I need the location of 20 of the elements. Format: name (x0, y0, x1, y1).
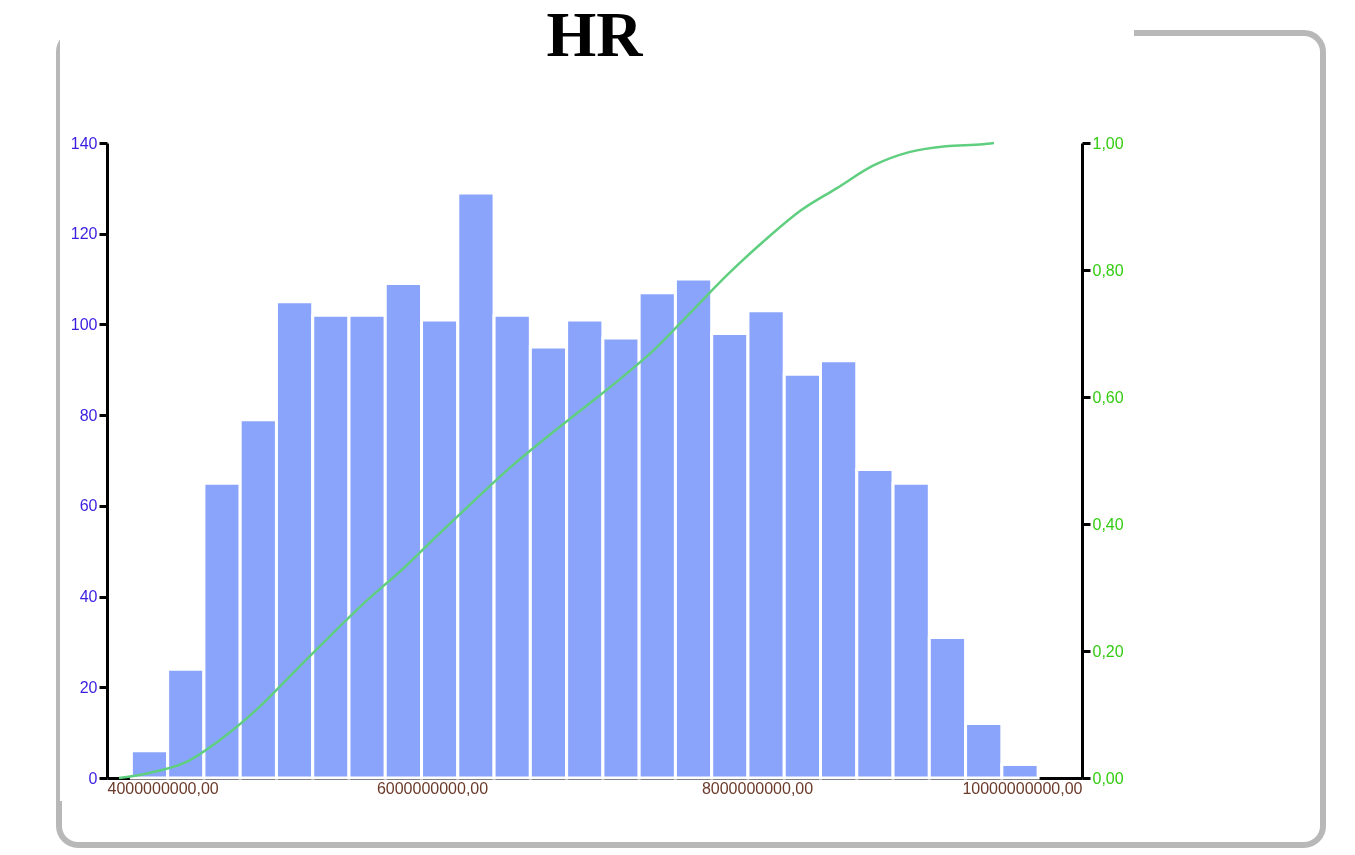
chart-title: HR (546, 0, 644, 70)
y-tick-label: 60 (79, 497, 98, 515)
y-tick-label: 0 (88, 769, 98, 787)
y-tick-label: 100 (70, 315, 98, 333)
y2-tick-label: 0,80 (1092, 261, 1124, 279)
y-tick-label: 80 (79, 406, 98, 424)
y-tick-label: 140 (70, 134, 98, 152)
line-series (117, 141, 996, 780)
y-tick-label: 40 (79, 588, 98, 606)
y2-tick-label: 0,60 (1092, 388, 1124, 406)
x-tick-label: 4000000000,00 (107, 779, 219, 797)
y2-tick-label: 0,00 (1092, 769, 1124, 787)
x-tick-label: 10000000000,00 (962, 779, 1083, 797)
x-tick-label: 6000000000,00 (376, 779, 489, 797)
y-tick-label: 20 (79, 678, 98, 696)
y-tick-label: 120 (70, 225, 98, 243)
y2-tick-label: 0,40 (1092, 515, 1124, 533)
y2-tick-label: 1,00 (1092, 134, 1124, 152)
y2-tick-label: 0,20 (1092, 642, 1124, 660)
x-tick-label: 8000000000,00 (701, 779, 814, 797)
